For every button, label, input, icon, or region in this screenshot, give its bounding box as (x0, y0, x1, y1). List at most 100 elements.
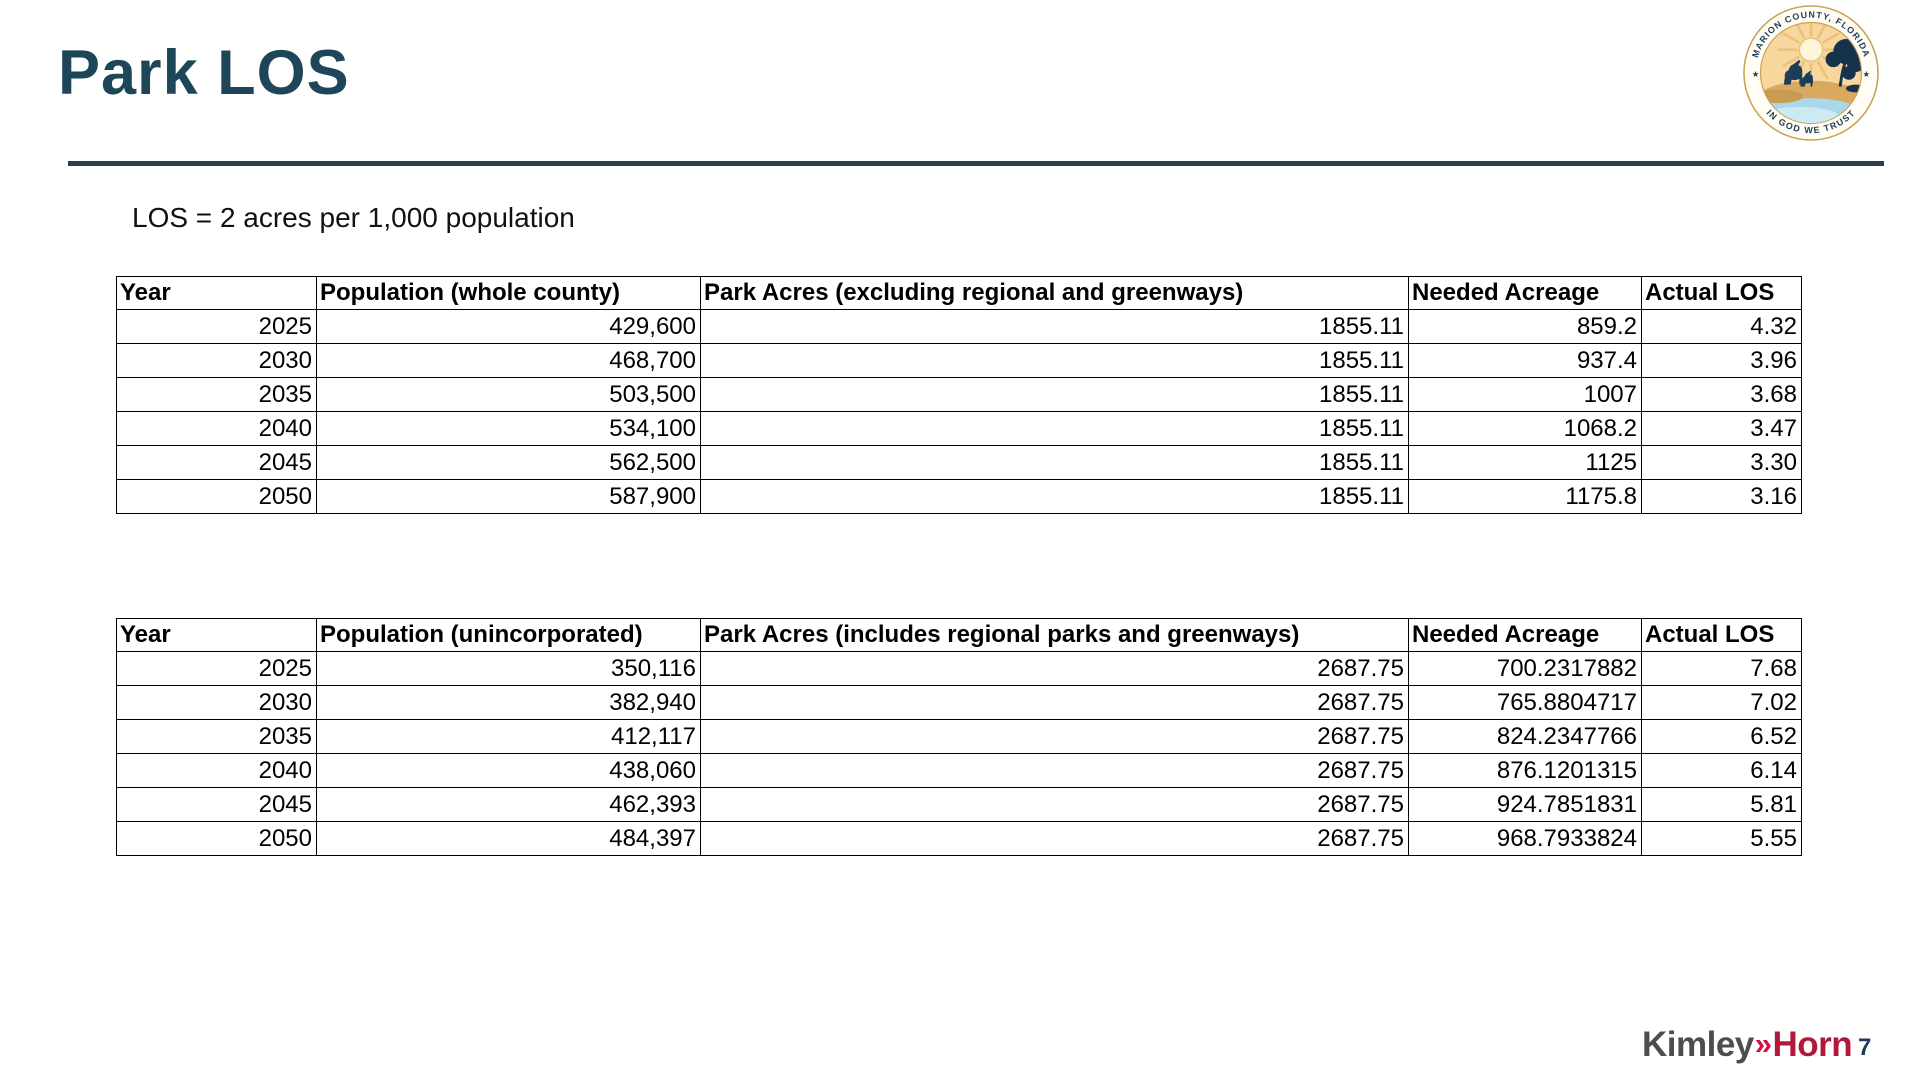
column-header: Actual LOS (1641, 276, 1802, 310)
table-cell: 5.55 (1641, 821, 1802, 856)
table-row: 2030 382,940 2687.75 765.8804717 7.02 (116, 685, 1802, 720)
table-cell: 3.47 (1641, 411, 1802, 446)
table-cell: 2050 (116, 479, 317, 514)
title-divider (68, 161, 1884, 166)
table-cell: 5.81 (1641, 787, 1802, 822)
table-cell: 1855.11 (700, 411, 1409, 446)
table-cell: 1007 (1408, 377, 1642, 412)
table-cell: 2687.75 (700, 753, 1409, 788)
horses-icon (1783, 60, 1813, 87)
table-cell: 2035 (116, 719, 317, 754)
column-header: Population (unincorporated) (316, 618, 701, 652)
table-cell: 1175.8 (1408, 479, 1642, 514)
table-cell: 587,900 (316, 479, 701, 514)
county-los-table: Year Population (whole county) Park Acres … (116, 276, 1802, 514)
table-cell: 2687.75 (700, 685, 1409, 720)
table-cell: 2045 (116, 445, 317, 480)
table-cell: 462,393 (316, 787, 701, 822)
table-cell: 438,060 (316, 753, 701, 788)
table-cell: 3.16 (1641, 479, 1802, 514)
table-row: 2040 438,060 2687.75 876.1201315 6.14 (116, 753, 1802, 788)
table-cell: 876.1201315 (1408, 753, 1642, 788)
los-definition-text: LOS = 2 acres per 1,000 population (132, 202, 575, 233)
column-header: Needed Acreage (1408, 276, 1642, 310)
table-row: 2045 462,393 2687.75 924.7851831 5.81 (116, 787, 1802, 822)
table-cell: 468,700 (316, 343, 701, 378)
table-cell: 429,600 (316, 309, 701, 344)
sun-icon (1798, 37, 1824, 63)
table-row: 2035 412,117 2687.75 824.2347766 6.52 (116, 719, 1802, 754)
table-cell: 6.52 (1641, 719, 1802, 754)
table-cell: 824.2347766 (1408, 719, 1642, 754)
page-title: Park LOS (58, 38, 350, 108)
table-cell: 2035 (116, 377, 317, 412)
seal-star-left-icon: ★ (1752, 69, 1760, 79)
table-row: 2025 429,600 1855.11 859.2 4.32 (116, 309, 1802, 344)
table-cell: 350,116 (316, 651, 701, 686)
table-cell: 7.02 (1641, 685, 1802, 720)
table-row: 2045 562,500 1855.11 1125 3.30 (116, 445, 1802, 480)
table-cell: 562,500 (316, 445, 701, 480)
table-cell: 2050 (116, 821, 317, 856)
table-cell: 2687.75 (700, 719, 1409, 754)
table-cell: 700.2317882 (1408, 651, 1642, 686)
table-cell: 937.4 (1408, 343, 1642, 378)
table-cell: 6.14 (1641, 753, 1802, 788)
column-header: Year (116, 276, 317, 310)
table-row: 2050 587,900 1855.11 1175.8 3.16 (116, 479, 1802, 514)
table-cell: 412,117 (316, 719, 701, 754)
marion-county-seal-icon: ★ ★ MARION COUNTY, FLORIDA IN GOD WE TRU… (1743, 5, 1879, 141)
table-cell: 1855.11 (700, 343, 1409, 378)
kimley-horn-chevrons-icon: » (1754, 1026, 1772, 1061)
kimley-horn-word1: Kimley (1642, 1025, 1754, 1064)
table-cell: 3.68 (1641, 377, 1802, 412)
table-cell: 1855.11 (700, 445, 1409, 480)
table-row: 2050 484,397 2687.75 968.7933824 5.55 (116, 821, 1802, 856)
table-cell: 1125 (1408, 445, 1642, 480)
table-cell: 924.7851831 (1408, 787, 1642, 822)
table-cell: 1068.2 (1408, 411, 1642, 446)
table-cell: 2687.75 (700, 821, 1409, 856)
page-number: 7 (1858, 1034, 1872, 1061)
table-cell: 2025 (116, 651, 317, 686)
table-cell: 4.32 (1641, 309, 1802, 344)
table-cell: 382,940 (316, 685, 701, 720)
table-cell: 2040 (116, 411, 317, 446)
table-cell: 2025 (116, 309, 317, 344)
kimley-horn-logo: Kimley»Horn (1642, 1024, 1853, 1066)
table-cell: 968.7933824 (1408, 821, 1642, 856)
table-cell: 2030 (116, 343, 317, 378)
column-header: Year (116, 618, 317, 652)
column-header: Park Acres (includes regional parks and … (700, 618, 1409, 652)
column-header: Actual LOS (1641, 618, 1802, 652)
header-row: Year Population (whole county) Park Acres … (116, 276, 1802, 310)
column-header: Needed Acreage (1408, 618, 1642, 652)
table-cell: 1855.11 (700, 377, 1409, 412)
column-header: Park Acres (excluding regional and green… (700, 276, 1409, 310)
table-row: 2035 503,500 1855.11 1007 3.68 (116, 377, 1802, 412)
table-cell: 3.96 (1641, 343, 1802, 378)
table-cell: 859.2 (1408, 309, 1642, 344)
table-cell: 534,100 (316, 411, 701, 446)
table-cell: 1855.11 (700, 479, 1409, 514)
table-cell: 2687.75 (700, 787, 1409, 822)
unincorporated-los-table: Year Population (unincorporated) Park Acre… (116, 618, 1802, 856)
table-cell: 1855.11 (700, 309, 1409, 344)
table-row: 2040 534,100 1855.11 1068.2 3.47 (116, 411, 1802, 446)
table-cell: 2045 (116, 787, 317, 822)
table-cell: 3.30 (1641, 445, 1802, 480)
seal-star-right-icon: ★ (1862, 69, 1870, 79)
table-cell: 765.8804717 (1408, 685, 1642, 720)
table-cell: 503,500 (316, 377, 701, 412)
table-row: 2025 350,116 2687.75 700.2317882 7.68 (116, 651, 1802, 686)
kimley-horn-word2: Horn (1772, 1025, 1853, 1064)
seal-scene (1760, 22, 1862, 124)
table-cell: 2687.75 (700, 651, 1409, 686)
column-header: Population (whole county) (316, 276, 701, 310)
table-cell: 2040 (116, 753, 317, 788)
table-row: 2030 468,700 1855.11 937.4 3.96 (116, 343, 1802, 378)
header-row: Year Population (unincorporated) Park Acre… (116, 618, 1802, 652)
table-cell: 7.68 (1641, 651, 1802, 686)
table-cell: 484,397 (316, 821, 701, 856)
